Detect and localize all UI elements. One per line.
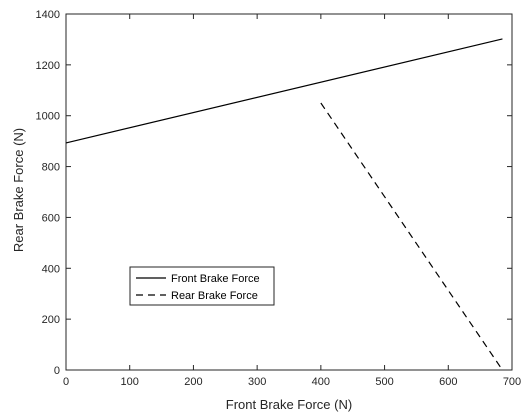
x-tick-label: 0 bbox=[63, 376, 69, 388]
y-tick-label: 1200 bbox=[36, 60, 60, 72]
y-tick-label: 1000 bbox=[36, 111, 60, 123]
plot-frame bbox=[65, 13, 513, 371]
legend: Front Brake Force Rear Brake Force bbox=[129, 266, 275, 306]
y-tick-label: 1400 bbox=[36, 9, 60, 21]
x-tick-label: 600 bbox=[439, 376, 457, 388]
plot-area bbox=[65, 13, 513, 371]
x-tick-label: 400 bbox=[312, 376, 330, 388]
series-line-2 bbox=[320, 102, 503, 371]
y-tick-label: 0 bbox=[54, 365, 60, 377]
y-tick-label: 200 bbox=[42, 314, 60, 326]
x-tick-label: 100 bbox=[121, 376, 139, 388]
legend-label-2: Rear Brake Force bbox=[171, 290, 258, 302]
x-tick-label: 700 bbox=[503, 376, 521, 388]
x-tick-label: 300 bbox=[248, 376, 266, 388]
y-tick-label: 400 bbox=[42, 263, 60, 275]
x-tick-label: 200 bbox=[184, 376, 202, 388]
series-line-1 bbox=[65, 38, 503, 144]
y-axis-ticks: 0 200 400 600 800 1000 1200 1400 bbox=[36, 9, 512, 377]
x-axis-title: Front Brake Force (N) bbox=[226, 397, 352, 412]
legend-box bbox=[129, 266, 275, 306]
x-axis-ticks: 0 100 200 300 400 500 600 700 bbox=[63, 14, 521, 388]
x-tick-label: 500 bbox=[375, 376, 393, 388]
y-axis-title: Rear Brake Force (N) bbox=[11, 128, 26, 252]
y-tick-label: 600 bbox=[42, 212, 60, 224]
y-tick-label: 800 bbox=[42, 162, 60, 174]
legend-label-1: Front Brake Force bbox=[171, 273, 260, 285]
series-layer bbox=[65, 38, 503, 371]
